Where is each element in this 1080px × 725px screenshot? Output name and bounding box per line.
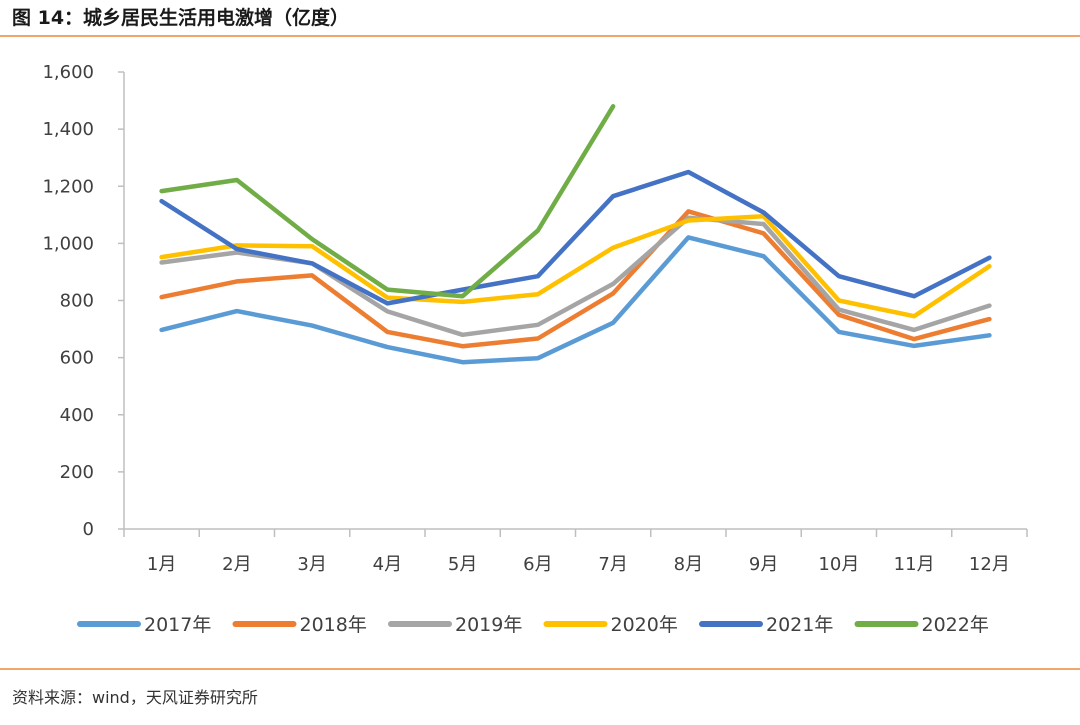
legend-item: 2020年 bbox=[543, 614, 678, 636]
x-tick-label: 6月 bbox=[523, 554, 552, 575]
y-tick-label: 1,600 bbox=[42, 62, 94, 83]
legend-label: 2020年 bbox=[611, 614, 678, 636]
bottom-divider bbox=[0, 668, 1080, 670]
x-tick-label: 9月 bbox=[749, 554, 778, 575]
x-tick-label: 5月 bbox=[448, 554, 477, 575]
x-tick-label: 2月 bbox=[222, 554, 251, 575]
line-chart: 0 200 400 600 800 1,000 1,200 1,400 1,600 1月 2月 3月… bbox=[42, 62, 1028, 636]
series-lines bbox=[159, 104, 992, 365]
top-divider bbox=[0, 35, 1080, 37]
x-tick-label: 10月 bbox=[818, 554, 859, 575]
x-tick-label: 8月 bbox=[674, 554, 703, 575]
y-tick-label: 800 bbox=[60, 291, 94, 312]
series-line-2022 bbox=[159, 104, 616, 299]
legend-item: 2022年 bbox=[854, 614, 989, 636]
y-tick-label: 0 bbox=[83, 519, 94, 540]
x-tick-label: 12月 bbox=[969, 554, 1010, 575]
y-tick-label: 400 bbox=[60, 405, 94, 426]
series-line-2020 bbox=[159, 213, 992, 319]
y-axis: 0 200 400 600 800 1,000 1,200 1,400 1,600 bbox=[42, 62, 125, 540]
y-tick-label: 1,400 bbox=[42, 119, 94, 140]
y-tick-label: 600 bbox=[60, 348, 94, 369]
legend-label: 2018年 bbox=[300, 614, 367, 636]
y-tick-label: 1,200 bbox=[42, 176, 94, 197]
x-tick-label: 7月 bbox=[598, 554, 627, 575]
x-tick-label: 11月 bbox=[894, 554, 935, 575]
legend-item: 2017年 bbox=[77, 614, 211, 636]
source-note: 资料来源：wind，天风证券研究所 bbox=[12, 688, 258, 707]
legend: 2017年 2018年 2019年 2020年 2021年 2022年 bbox=[77, 614, 989, 636]
x-tick-label: 3月 bbox=[297, 554, 326, 575]
x-tick-label: 4月 bbox=[373, 554, 402, 575]
x-axis: 1月 2月 3月 4月 5月 6月 7月 8月 9月 10月 11月 12月 bbox=[123, 528, 1028, 575]
legend-item: 2021年 bbox=[699, 614, 833, 636]
x-tick-label: 1月 bbox=[147, 554, 176, 575]
series-line-2017 bbox=[159, 235, 992, 365]
y-tick-label: 1,000 bbox=[42, 233, 94, 254]
series-line-2018 bbox=[159, 209, 992, 349]
legend-item: 2019年 bbox=[388, 614, 522, 636]
legend-label: 2019年 bbox=[455, 614, 522, 636]
y-tick-label: 200 bbox=[60, 462, 94, 483]
series-line-2021 bbox=[159, 169, 992, 306]
legend-label: 2017年 bbox=[144, 614, 211, 636]
legend-label: 2021年 bbox=[766, 614, 833, 636]
legend-label: 2022年 bbox=[922, 614, 989, 636]
legend-item: 2018年 bbox=[232, 614, 367, 636]
chart-title: 图 14：城乡居民生活用电激增（亿度） bbox=[12, 7, 350, 29]
